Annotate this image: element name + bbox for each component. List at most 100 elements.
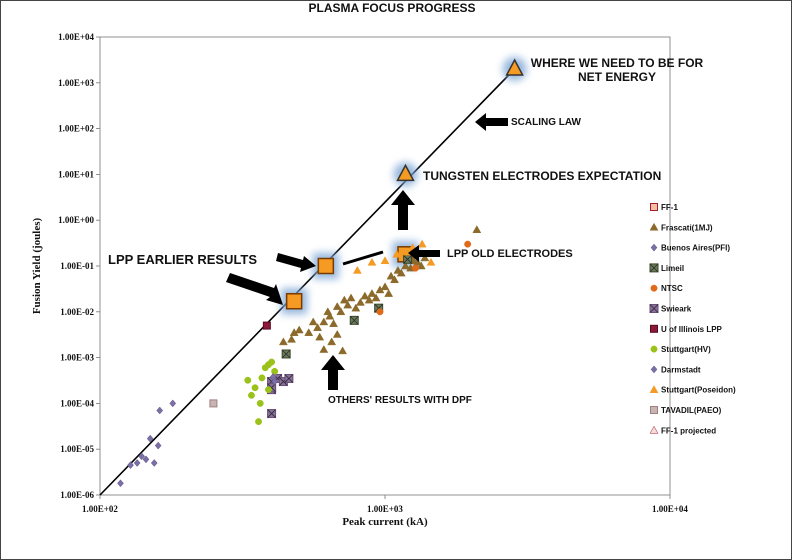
marker-shape xyxy=(313,323,323,331)
marker-shape xyxy=(256,399,264,407)
marker-shape xyxy=(650,203,658,211)
data-point xyxy=(416,261,426,270)
data-point xyxy=(281,288,308,315)
data-point xyxy=(294,325,304,334)
marker-shape xyxy=(248,391,255,399)
data-point xyxy=(312,253,339,279)
marker-shape xyxy=(338,346,348,355)
marker-shape xyxy=(271,377,278,386)
marker-shape xyxy=(356,297,365,306)
data-point xyxy=(265,386,272,394)
legend-swatch xyxy=(649,263,659,273)
legend-swatch xyxy=(649,304,659,313)
data-point xyxy=(138,452,145,461)
marker-shape xyxy=(262,321,271,330)
marker-shape xyxy=(367,257,377,266)
marker-cross xyxy=(403,255,412,264)
marker-shape xyxy=(392,249,402,258)
marker-shape xyxy=(304,328,314,336)
data-point xyxy=(351,303,361,312)
earlier-arrow-upper xyxy=(276,253,316,272)
data-point xyxy=(244,376,252,384)
legend-label: Stuttgart(HV) xyxy=(661,345,711,354)
old-electrodes-arrow xyxy=(408,245,440,262)
data-point xyxy=(287,334,296,343)
marker-shape xyxy=(420,253,430,262)
legend-swatch xyxy=(650,406,658,414)
marker-shape xyxy=(150,459,158,467)
old-electrodes-pointer xyxy=(342,250,384,266)
legend-swatch xyxy=(649,385,659,393)
marker-shape xyxy=(505,58,524,76)
y-tick-label: 1.00E+04 xyxy=(58,32,94,42)
data-point xyxy=(376,308,384,316)
marker-shape xyxy=(285,292,303,310)
marker-shape xyxy=(265,386,272,394)
data-point xyxy=(156,406,164,415)
net-energy-label-line2: NET ENERGY xyxy=(578,70,656,84)
data-point xyxy=(336,307,346,316)
y-tick-label: 1.00E-02 xyxy=(60,307,94,317)
legend: FF-1 Frascati(1MJ) Buenos Aires(PFI) Limeil… xyxy=(649,203,736,435)
marker-shape xyxy=(133,459,141,467)
marker-shape xyxy=(650,243,658,252)
marker-shape xyxy=(364,295,374,304)
data-point xyxy=(258,374,266,382)
y-tick-label: 1.00E-04 xyxy=(60,398,94,408)
chart-title: PLASMA FOCUS PROGRESS xyxy=(309,1,476,15)
data-point xyxy=(393,162,418,187)
data-point xyxy=(412,264,420,272)
data-point xyxy=(380,282,390,291)
marker-cross xyxy=(349,316,359,325)
marker-shape xyxy=(138,452,145,461)
data-point xyxy=(146,434,154,443)
data-point xyxy=(154,441,162,450)
marker-shape xyxy=(351,303,361,312)
data-point xyxy=(343,300,353,309)
marker-shape xyxy=(416,261,426,270)
y-tick-label: 1.00E-03 xyxy=(60,353,94,363)
marker-shape xyxy=(251,384,259,392)
data-point xyxy=(464,240,472,248)
others-arrow xyxy=(321,355,345,390)
marker-shape xyxy=(271,367,279,375)
data-point xyxy=(268,358,276,366)
legend-label: NTSC xyxy=(661,284,683,293)
marker-shape xyxy=(332,329,342,338)
data-point xyxy=(367,257,377,266)
legend-swatch xyxy=(650,365,658,374)
data-point xyxy=(262,321,271,330)
marker-shape xyxy=(294,325,304,334)
y-axis-label: Fusion Yield (joules) xyxy=(31,217,43,314)
x-tick-label: 1.00E+03 xyxy=(367,504,403,514)
marker-shape xyxy=(396,163,415,182)
data-point xyxy=(401,261,410,270)
net-energy-label-line1: WHERE WE NEED TO BE FOR xyxy=(531,56,704,70)
others-results-label: OTHERS' RESULTS WITH DPF xyxy=(328,395,472,406)
x-axis-label: Peak current (kA) xyxy=(342,516,428,528)
data-point xyxy=(380,256,390,265)
marker-shape xyxy=(332,302,342,310)
y-tick-label: 1.00E-01 xyxy=(60,261,94,271)
earlier-results-label: LPP EARLIER RESULTS xyxy=(108,252,257,267)
data-point xyxy=(349,315,359,325)
data-point xyxy=(308,317,318,326)
marker-shape xyxy=(649,222,659,231)
marker-shape xyxy=(371,293,381,302)
scaling-law-line xyxy=(99,68,516,496)
data-point xyxy=(403,254,413,264)
data-point xyxy=(386,271,396,280)
data-point xyxy=(117,479,124,488)
marker-shape xyxy=(384,289,394,297)
marker-shape xyxy=(390,275,399,284)
data-point xyxy=(127,461,134,469)
marker-shape xyxy=(329,319,339,327)
marker-shape xyxy=(650,406,658,414)
data-point xyxy=(327,337,337,346)
y-tick-label: 1.00E-06 xyxy=(60,490,94,500)
x-tick-label: 1.00E+04 xyxy=(652,504,688,514)
marker-shape xyxy=(367,289,377,297)
marker-shape xyxy=(308,317,318,326)
data-point xyxy=(251,384,259,392)
